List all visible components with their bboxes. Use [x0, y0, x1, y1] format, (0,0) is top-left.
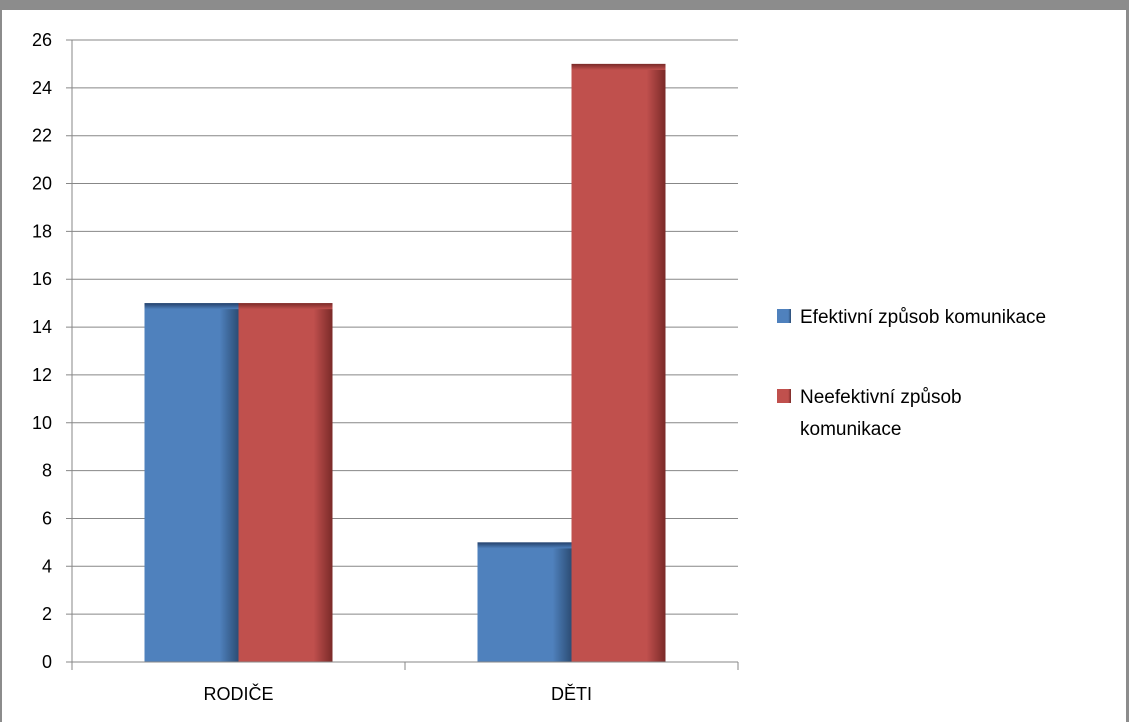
- bar-top-bevel: [144, 303, 239, 310]
- axes: [71, 40, 739, 670]
- y-tick-label: 0: [42, 652, 52, 672]
- y-tick-label: 14: [32, 317, 52, 337]
- y-tick-label: 12: [32, 365, 52, 385]
- category-label: DĚTI: [551, 684, 592, 704]
- y-tick-label: 20: [32, 174, 52, 194]
- bar-efektivni-1: [477, 542, 572, 662]
- y-tick-label: 24: [32, 78, 52, 98]
- bar-top-bevel: [571, 63, 666, 70]
- y-tick-label: 18: [32, 221, 52, 241]
- legend-swatch: [777, 389, 791, 403]
- y-tick-label: 26: [32, 30, 52, 50]
- bar-top-bevel: [477, 542, 572, 549]
- legend-swatch: [777, 309, 791, 323]
- y-tick-label: 10: [32, 413, 52, 433]
- y-tick-label: 4: [42, 556, 52, 576]
- bar-top-bevel: [238, 303, 333, 310]
- bar-neefektivni-0: [238, 303, 333, 662]
- legend-label: Efektivní způsob komunikace: [800, 307, 1046, 328]
- y-tick-label: 8: [42, 461, 52, 481]
- y-tick-label: 22: [32, 126, 52, 146]
- category-label: RODIČE: [203, 683, 273, 704]
- bar-neefektivni-1: [571, 63, 666, 662]
- legend: Efektivní způsob komunikace Neefektivní z…: [777, 307, 1046, 440]
- y-tick-label: 2: [42, 604, 52, 624]
- bar-efektivni-0: [144, 303, 239, 662]
- y-tick-label: 6: [42, 508, 52, 528]
- legend-label: Neefektivní způsob komunikace: [800, 387, 962, 440]
- y-tick-label: 16: [32, 269, 52, 289]
- category-labels: RODIČE DĚTI: [203, 683, 592, 704]
- bars: [144, 63, 666, 662]
